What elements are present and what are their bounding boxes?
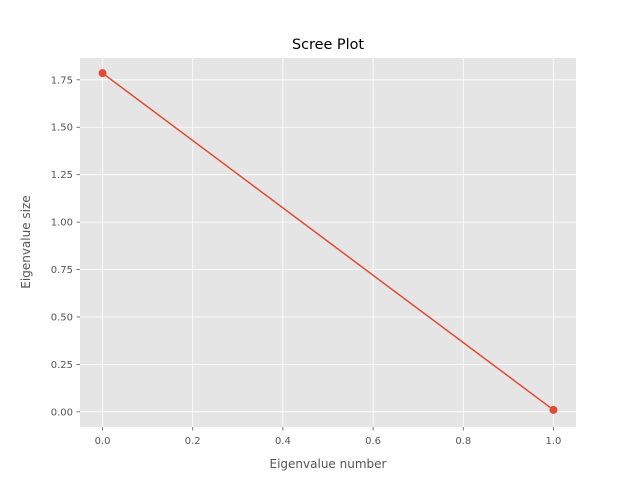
x-tick-label: 0.4 [275, 436, 291, 447]
y-tick-label: 0.25 [51, 360, 73, 371]
y-axis-label: Eigenvalue size [19, 195, 33, 288]
series-layer [98, 69, 558, 414]
x-axis-label: Eigenvalue number [270, 457, 387, 471]
y-tick-label: 1.75 [51, 75, 73, 86]
y-tick-label: 0.50 [51, 312, 73, 323]
y-tick-label: 0.00 [51, 407, 73, 418]
y-tick-label: 1.50 [51, 123, 73, 134]
data-point [549, 405, 558, 414]
y-axis-ticks: 0.00 0.25 0.50 0.75 1.00 1.25 1.50 1.75 [51, 75, 80, 418]
x-tick-label: 0.2 [185, 436, 201, 447]
data-point [98, 69, 107, 78]
x-tick-label: 0.0 [95, 436, 111, 447]
x-tick-label: 1.0 [546, 436, 562, 447]
x-tick-label: 0.8 [455, 436, 471, 447]
y-tick-label: 0.75 [51, 265, 73, 276]
y-tick-label: 1.25 [51, 170, 73, 181]
series-line [102, 72, 554, 411]
y-tick-label: 1.00 [51, 218, 73, 229]
chart-title: Scree Plot [292, 37, 364, 53]
x-axis-ticks: 0.0 0.2 0.4 0.6 0.8 1.0 [95, 427, 562, 447]
x-tick-label: 0.6 [365, 436, 381, 447]
grid-lines [80, 58, 576, 427]
